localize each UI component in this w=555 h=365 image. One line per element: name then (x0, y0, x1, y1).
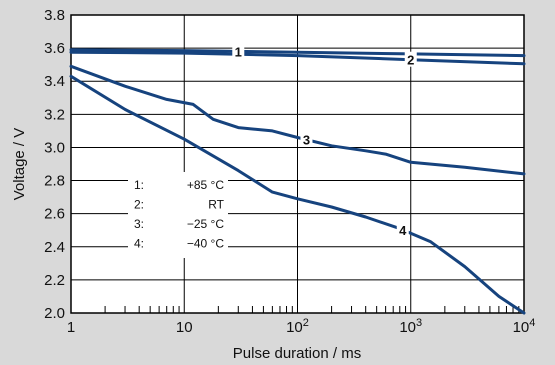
legend-key: 4: (134, 237, 144, 251)
y-tick-label: 2.2 (44, 272, 65, 289)
legend-key: 1: (134, 178, 144, 192)
legend-value: +85 °C (187, 178, 224, 192)
series-label-2: 2 (407, 53, 414, 68)
series-label-bg (300, 131, 313, 147)
legend-box (128, 172, 228, 258)
series-label-4: 4 (399, 223, 407, 238)
x-tick-label: 103 (399, 317, 422, 336)
x-tick-labels: 1 10 102 103 104 (67, 317, 536, 336)
y-tick-label: 3.8 (44, 7, 65, 24)
x-tick-label: 1 (67, 319, 75, 336)
x-tick-label: 104 (513, 317, 536, 336)
legend-value: RT (208, 198, 224, 212)
series-line-2 (69, 50, 526, 66)
x-axis-label: Pulse duration / ms (233, 345, 361, 362)
series-line-3 (69, 64, 526, 176)
y-tick-labels: 2.0 2.2 2.4 2.6 2.8 3.0 3.2 3.4 3.6 3.8 (44, 7, 65, 322)
series-label-1: 1 (235, 44, 242, 59)
legend-key: 3: (134, 217, 144, 231)
legend-value: −25 °C (187, 217, 224, 231)
curves: 1 2 3 4 (69, 43, 526, 315)
y-tick-label: 2.8 (44, 173, 65, 190)
y-tick-label: 2.6 (44, 206, 65, 223)
x-tick-label: 102 (286, 317, 309, 336)
minor-ticks (104, 306, 520, 313)
y-tick-label: 3.6 (44, 40, 65, 57)
series-line-1 (69, 48, 526, 58)
legend-value: −40 °C (187, 237, 224, 251)
x-tick-label: 10 (176, 319, 193, 336)
series-label-bg (396, 221, 409, 237)
y-tick-label: 2.0 (44, 305, 65, 322)
y-axis-label: Voltage / V (11, 128, 28, 201)
series-label-bg (232, 43, 245, 59)
series-line-4 (69, 74, 526, 315)
y-tick-label: 2.4 (44, 239, 65, 256)
y-tick-label: 3.0 (44, 139, 65, 156)
series-label-bg (404, 51, 417, 67)
series-label-3: 3 (303, 133, 310, 148)
legend: 1: +85 °C 2: RT 3: −25 °C 4: −40 °C (128, 172, 228, 258)
y-tick-label: 3.2 (44, 106, 65, 123)
y-tick-label: 3.4 (44, 73, 65, 90)
legend-key: 2: (134, 198, 144, 212)
